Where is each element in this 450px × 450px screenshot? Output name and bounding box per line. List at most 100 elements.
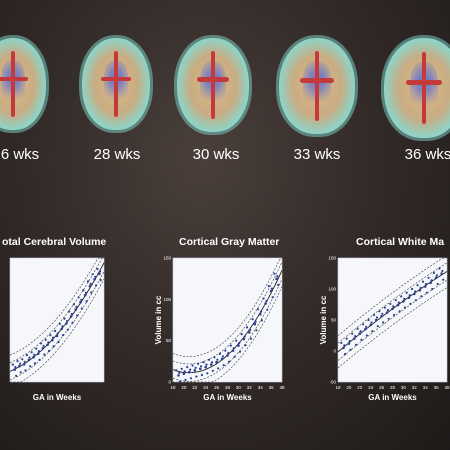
data-point [25, 354, 29, 357]
data-point [193, 369, 197, 372]
data-point [408, 294, 411, 297]
data-point [19, 371, 22, 374]
data-point [99, 279, 102, 282]
data-point [434, 276, 438, 280]
data-point [425, 291, 428, 294]
data-point [15, 374, 18, 377]
data-point [88, 285, 92, 288]
x-tick-label: 26 [214, 385, 220, 390]
data-point [216, 358, 219, 361]
confidence-band-lower-1 [10, 278, 105, 383]
chart-title-total-cerebral: otal Cerebral Volume [2, 236, 107, 248]
x-tick-label: 32 [412, 385, 418, 390]
data-point [259, 310, 263, 313]
confidence-band-lower-1 [173, 286, 283, 383]
data-point [349, 348, 352, 351]
data-point [211, 369, 214, 372]
x-axis-label: GA in Weeks [368, 393, 417, 402]
data-point [256, 308, 260, 311]
age-label-4: 33 wks [293, 146, 341, 163]
confidence-band-lower-1 [337, 287, 448, 369]
data-point [418, 288, 422, 292]
data-point [374, 318, 378, 322]
x-tick-label: 22 [192, 385, 198, 390]
data-point [244, 344, 247, 347]
data-point [441, 269, 444, 273]
x-tick-label: 24 [368, 385, 374, 390]
data-point [191, 364, 194, 367]
data-point [66, 328, 69, 331]
data-point [442, 278, 445, 281]
data-point [71, 321, 74, 324]
data-point [393, 313, 396, 317]
data-point [238, 342, 241, 345]
brain-image-3 [177, 38, 249, 132]
data-point [194, 366, 197, 369]
brain-image-5 [384, 38, 450, 138]
data-point [188, 370, 191, 374]
data-point [83, 293, 87, 297]
data-point [75, 305, 78, 308]
data-point [30, 351, 33, 354]
data-point [210, 361, 214, 364]
data-point [38, 358, 41, 361]
data-point [398, 310, 401, 313]
x-tick-label: 36 [434, 385, 440, 390]
data-point [267, 285, 270, 288]
data-point [351, 332, 354, 335]
x-tick-label: 38 [444, 385, 450, 390]
data-point [382, 321, 385, 324]
data-point [79, 301, 82, 304]
data-point [436, 282, 439, 286]
data-point [80, 298, 83, 301]
data-point [82, 289, 85, 292]
data-point [269, 289, 273, 293]
data-point [430, 279, 433, 282]
data-point [248, 331, 251, 334]
data-point [394, 299, 397, 302]
data-point [421, 280, 425, 283]
data-point [235, 339, 238, 342]
data-point [84, 291, 87, 294]
data-point [61, 325, 64, 328]
x-axis-label: GA in Weeks [33, 393, 82, 402]
data-point [420, 295, 423, 298]
data-point [19, 362, 22, 365]
data-point [397, 301, 400, 304]
data-point [414, 299, 417, 302]
data-point [90, 291, 93, 294]
y-tick-label: 150 [163, 256, 171, 261]
x-axis-label: GA in Weeks [203, 393, 252, 402]
data-point [179, 380, 182, 383]
data-point [16, 360, 19, 363]
data-point [27, 358, 31, 362]
x-tick-label: 26 [379, 385, 385, 390]
x-tick-label: 20 [346, 385, 352, 390]
data-point [380, 315, 383, 318]
data-point [258, 312, 262, 316]
data-point [23, 360, 26, 363]
data-point [51, 336, 55, 339]
x-tick-label: 32 [247, 385, 253, 390]
data-point [197, 362, 200, 365]
data-point [276, 275, 279, 278]
data-point [435, 274, 438, 277]
confidence-band-upper-1 [337, 257, 447, 336]
data-point [391, 307, 394, 311]
data-point [416, 284, 419, 287]
data-point [387, 317, 390, 320]
data-point [85, 300, 88, 303]
age-label-2: 28 wks [93, 146, 141, 163]
data-point [255, 329, 258, 332]
data-point [423, 285, 427, 288]
data-point [378, 310, 381, 313]
data-point [371, 330, 374, 333]
data-point [275, 277, 278, 280]
data-point [66, 320, 69, 323]
age-label-5: 36 wks [404, 146, 450, 163]
data-point [220, 357, 224, 361]
data-point [200, 373, 203, 377]
data-point [369, 323, 372, 327]
y-tick-label: 100 [163, 297, 171, 302]
data-point [362, 323, 365, 326]
